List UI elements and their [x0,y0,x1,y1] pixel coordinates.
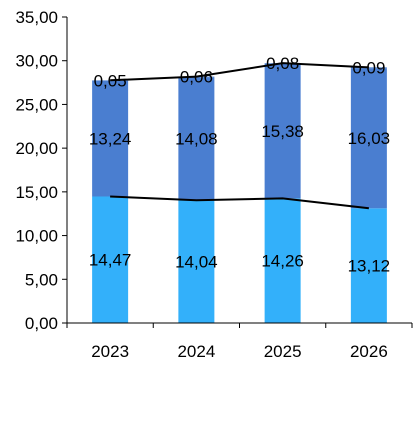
y-tick-label: 25,00 [15,95,58,114]
x-tick-label: 2025 [264,342,302,361]
data-label: 0,09 [352,58,385,77]
data-label: 13,12 [348,257,391,276]
y-tick-label: 10,00 [15,227,58,246]
data-label: 14,04 [175,253,218,272]
y-tick-label: 30,00 [15,52,58,71]
series-line [110,196,369,208]
data-label: 16,03 [348,129,391,148]
x-tick-label: 2024 [177,342,215,361]
data-label: 14,47 [89,251,132,270]
data-label: 0,06 [180,68,213,87]
y-tick-label: 20,00 [15,139,58,158]
data-label: 0,08 [266,54,299,73]
y-tick-label: 0,00 [25,314,58,333]
data-label: 0,05 [94,71,127,90]
y-tick-label: 35,00 [15,8,58,27]
y-tick-label: 5,00 [25,270,58,289]
data-label: 15,38 [261,122,304,141]
data-label: 13,24 [89,130,132,149]
x-tick-label: 2023 [91,342,129,361]
data-label: 14,26 [261,252,304,271]
series-line [110,63,369,80]
y-tick-label: 15,00 [15,183,58,202]
x-tick-label: 2026 [350,342,388,361]
data-label: 14,08 [175,130,218,149]
